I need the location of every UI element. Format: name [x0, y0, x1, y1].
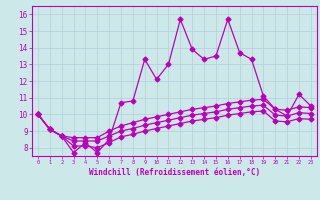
X-axis label: Windchill (Refroidissement éolien,°C): Windchill (Refroidissement éolien,°C): [89, 168, 260, 177]
